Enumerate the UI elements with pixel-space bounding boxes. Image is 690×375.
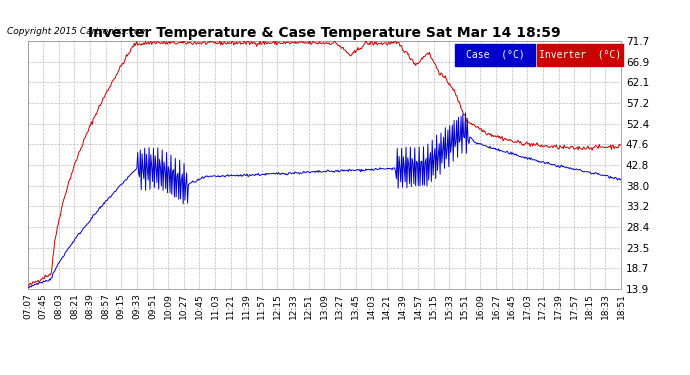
Title: Inverter Temperature & Case Temperature Sat Mar 14 18:59: Inverter Temperature & Case Temperature … — [88, 26, 560, 40]
Bar — [537, 44, 623, 66]
Bar — [455, 44, 535, 66]
Text: Copyright 2015 Cartronics.com: Copyright 2015 Cartronics.com — [7, 27, 148, 36]
Text: Case  (°C): Case (°C) — [466, 50, 524, 60]
Text: Inverter  (°C): Inverter (°C) — [539, 50, 621, 60]
